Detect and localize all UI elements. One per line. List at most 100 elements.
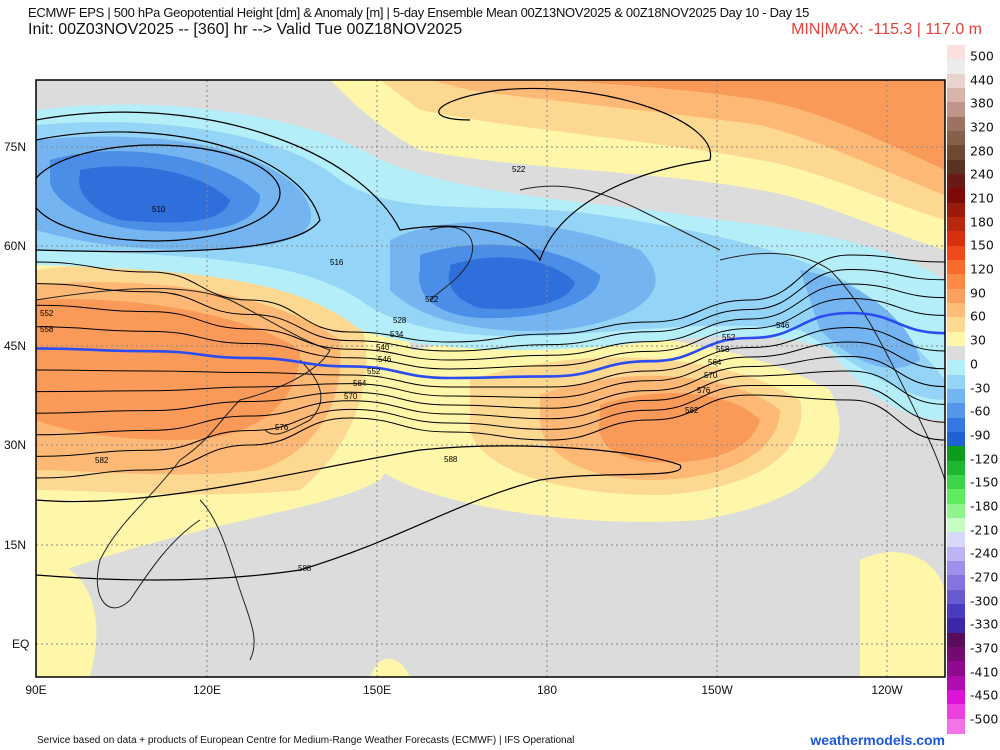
colorbar-swatch — [947, 518, 965, 533]
colorbar-label: -30 — [970, 380, 991, 395]
contour-528 — [36, 268, 945, 352]
contour-558 — [36, 341, 945, 399]
lon-label: 180 — [536, 683, 558, 697]
contour-label: 576 — [275, 423, 289, 432]
colorbar-swatch — [947, 231, 965, 247]
colorbar-label: 280 — [970, 143, 994, 159]
lon-label: 120E — [192, 683, 222, 697]
contour-label: 522 — [425, 295, 439, 304]
lon-label: 120W — [871, 683, 903, 697]
colorbar-label: -500 — [970, 711, 999, 727]
colorbar-label: -210 — [970, 522, 999, 538]
colorbar-label: -370 — [970, 640, 999, 656]
colorbar-swatch — [947, 446, 965, 462]
colorbar-label: 440 — [970, 72, 994, 88]
contour-522-north — [36, 87, 712, 262]
min-max-readout: MIN|MAX: -115.3 | 117.0 m — [791, 21, 982, 38]
colorbar-swatch — [947, 675, 965, 691]
colorbar-swatch — [947, 217, 965, 232]
colorbar-label: 60 — [970, 308, 986, 324]
colorbar-swatch — [947, 145, 965, 161]
colorbar-swatch — [947, 116, 965, 132]
contour-label: 528 — [393, 316, 407, 325]
contour-510 — [36, 144, 281, 242]
colorbar-label: 210 — [970, 190, 994, 206]
colorbar-label: -450 — [970, 687, 999, 703]
lon-label: 90E — [25, 683, 47, 697]
colorbar-label: -180 — [970, 498, 999, 514]
lat-label: 45N — [4, 339, 27, 353]
colorbar-swatch — [947, 532, 965, 548]
colorbar-swatch — [947, 331, 965, 347]
colorbar-swatch — [947, 274, 965, 290]
colorbar-swatch — [947, 475, 965, 490]
colorbar-swatch — [947, 718, 965, 734]
contour-516 — [36, 131, 321, 253]
colorbar-label: -240 — [970, 545, 999, 561]
colorbar-swatch — [947, 460, 965, 476]
positive-anomaly-fill — [36, 80, 945, 677]
lat-label: 60N — [4, 239, 27, 253]
contour-588 — [36, 445, 682, 581]
colorbar-label: 240 — [970, 166, 994, 182]
colorbar-swatch — [947, 690, 965, 705]
colorbar-swatch — [947, 346, 965, 361]
site-link[interactable]: weathermodels.com — [810, 732, 945, 748]
contour-label: 534 — [390, 330, 404, 339]
contour-552 — [36, 326, 945, 388]
colorbar-label: 150 — [970, 237, 994, 253]
colorbar-swatch — [947, 403, 965, 419]
contour-label: 546 — [776, 321, 790, 330]
colorbar-swatch — [947, 174, 965, 189]
colorbar-swatch — [947, 604, 965, 619]
colorbar-swatch — [947, 632, 965, 648]
contour-label: 522 — [512, 165, 526, 174]
colorbar-swatch — [947, 503, 965, 519]
contour-label: 540 — [376, 343, 390, 352]
colorbar-label: -300 — [970, 593, 999, 609]
contour-label: 552 — [722, 333, 736, 342]
colorbar-swatch — [947, 131, 965, 146]
colorbar-label: -90 — [970, 427, 991, 443]
init-valid-time: Init: 00Z03NOV2025 -- [360] hr --> Valid… — [28, 21, 463, 38]
contour-label: 552 — [367, 367, 381, 376]
contour-522 — [36, 254, 945, 343]
height-contours — [36, 254, 945, 479]
colorbar-label: 500 — [970, 48, 994, 64]
colorbar-label: 90 — [970, 285, 986, 301]
contour-582 — [36, 394, 945, 479]
contour-label: 570 — [704, 371, 718, 380]
lon-label: 150E — [362, 683, 392, 697]
contour-label: 588 — [444, 455, 458, 464]
colorbar-label: -120 — [970, 451, 999, 467]
lat-label: EQ — [12, 637, 30, 651]
colorbar-swatch — [947, 288, 965, 304]
colorbar-swatch — [947, 647, 965, 662]
colorbar-label: 0 — [970, 356, 978, 372]
contour-label: 576 — [697, 386, 711, 395]
contour-labels: 510 516 522 522 528 534 540 546 546 552 … — [40, 165, 790, 573]
contour-564 — [36, 355, 945, 414]
footer-credit: Service based on data + products of Euro… — [37, 735, 575, 746]
colorbar-swatch — [947, 561, 965, 576]
contour-546 — [36, 311, 945, 380]
colorbar-swatch — [947, 188, 965, 204]
colorbar-swatch — [947, 317, 965, 333]
colorbar-swatch — [947, 59, 965, 75]
colorbar-swatch — [947, 159, 965, 175]
contour-label: 588 — [298, 564, 312, 573]
colorbar-swatch — [947, 546, 965, 562]
contour-label: 570 — [344, 392, 358, 401]
contour-label: 582 — [95, 456, 109, 465]
colorbar-swatch — [947, 661, 965, 677]
colorbar-label: 30 — [970, 332, 986, 348]
colorbar-swatch — [947, 618, 965, 634]
colorbar-swatch — [947, 260, 965, 275]
colorbar-label: -60 — [970, 403, 991, 419]
negative-anomaly-fill — [36, 104, 945, 421]
colorbar-swatch — [947, 432, 965, 447]
map-frame — [35, 79, 946, 678]
colorbar-swatch — [947, 417, 965, 433]
colorbar-label: -410 — [970, 664, 999, 680]
colorbar-label: 320 — [970, 119, 994, 135]
